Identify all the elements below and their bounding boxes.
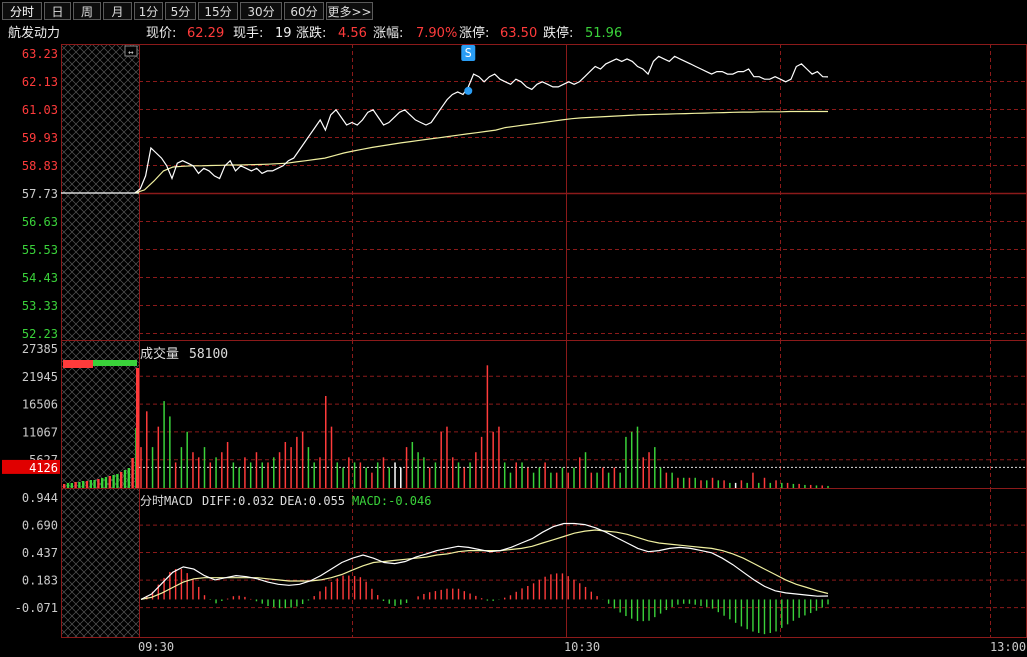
auction-top-strip (63, 360, 137, 366)
macd-tick-label-1: 0.690 (22, 519, 58, 533)
current-volume-badge (2, 459, 60, 474)
open-auction-bar (136, 368, 139, 488)
macd-diff-label: DIFF:0.032 (202, 494, 274, 508)
hand-value: 19 (275, 26, 292, 41)
pre-market-hatch-1 (62, 341, 139, 488)
price-value: 62.29 (187, 26, 225, 41)
limit-down-label: 跌停: (543, 26, 574, 41)
price-line (134, 55, 829, 194)
tab-5[interactable]: 5分 (165, 2, 196, 20)
hand-label: 现手: (233, 26, 264, 41)
tab-2[interactable]: 周 (73, 2, 101, 20)
price-tick-label-2: 61.03 (22, 103, 58, 117)
panel-frame-1 (61, 340, 1027, 489)
quote-header: 航发动力 现价: 62.29 现手: 19 涨跌: 4.56 涨幅: 7.90%… (0, 24, 1027, 44)
auction-bar-10 (101, 478, 104, 488)
price-label: 现价: (146, 26, 177, 41)
auction-bar-4 (78, 482, 81, 488)
volume-tick-label-1: 21945 (22, 370, 58, 384)
auction-bar-3 (74, 482, 77, 488)
tab-0[interactable]: 分时 (2, 2, 42, 20)
price-tick-label-8: 54.43 (22, 271, 58, 285)
auction-bar-15 (120, 472, 123, 488)
macd-value-label: MACD:-0.046 (352, 494, 431, 508)
tab-8[interactable]: 60分 (284, 2, 324, 20)
auction-bar-2 (70, 483, 73, 488)
signal-label: S (465, 46, 472, 60)
volume-total: 58100 (189, 347, 228, 362)
limit-up-value: 63.50 (500, 26, 538, 41)
limit-down-value: 51.96 (585, 26, 623, 41)
price-tick-label-3: 59.93 (22, 131, 58, 145)
auction-bar-8 (93, 480, 96, 488)
volume-tick-label-0: 27385 (22, 342, 58, 356)
tab-6[interactable]: 15分 (198, 2, 238, 20)
price-tick-label-7: 55.53 (22, 243, 58, 257)
auction-bar-17 (127, 468, 130, 488)
stock-name: 航发动力 (8, 26, 61, 41)
macd-tick-label-3: 0.183 (22, 574, 58, 588)
current-volume-label: 4126 (29, 461, 58, 475)
signal-dot (464, 86, 473, 95)
time-tick-label-2: 13:00 (990, 640, 1026, 654)
price-tick-label-5: 57.73 (22, 187, 58, 201)
auction-bar-13 (112, 475, 115, 488)
pct-value: 7.90% (416, 26, 458, 41)
panel-frame-2 (61, 488, 1027, 638)
pct-label: 涨幅: (373, 26, 404, 41)
macd-tick-label-4: -0.071 (15, 601, 58, 615)
macd-tick-label-0: 0.944 (22, 491, 58, 505)
price-tick-label-10: 52.23 (22, 327, 58, 341)
avg-price-line (134, 110, 828, 194)
auction-bar-6 (85, 481, 89, 488)
limit-up-label: 涨停: (459, 26, 490, 41)
price-tick-label-9: 53.33 (22, 299, 58, 313)
pre-market-hatch-0 (62, 45, 139, 340)
auction-bar-16 (123, 470, 127, 488)
time-tick-label-1: 10:30 (564, 640, 600, 654)
auction-bar-7 (89, 480, 92, 488)
volume-tick-label-3: 11067 (22, 425, 58, 439)
pre-market-hatch-2 (62, 489, 139, 637)
auction-bar-1 (66, 483, 70, 488)
price-tick-label-1: 62.13 (22, 75, 58, 89)
price-tick-label-4: 58.83 (22, 159, 58, 173)
volume-tick-label-4: 5627 (29, 453, 58, 467)
time-tick-label-0: 09:30 (138, 640, 174, 654)
macd-tick-label-2: 0.437 (22, 546, 58, 560)
macd-dea-label: DEA:0.055 (280, 494, 345, 508)
macd-title: 分时MACD (140, 494, 193, 508)
price-tick-label-6: 56.63 (22, 215, 58, 229)
expand-icon (124, 45, 138, 57)
expand-icon-glyph: ↔ (128, 48, 134, 58)
volume-title: 成交量 (140, 346, 179, 362)
tab-1[interactable]: 日 (44, 2, 71, 20)
auction-bar-18 (131, 458, 134, 488)
period-tab-bar: 分时日周月 1分 5分 15分 30分 60分 更多>> (0, 0, 1027, 22)
auction-bar-14 (116, 474, 119, 488)
volume-tick-label-2: 16506 (22, 398, 58, 412)
tab-7[interactable]: 30分 (240, 2, 282, 20)
change-label: 涨跌: (296, 26, 327, 41)
panel-frame-0 (61, 44, 1027, 341)
tab-9[interactable]: 更多>> (326, 2, 373, 20)
auction-bar-19 (135, 428, 138, 488)
tab-3[interactable]: 月 (103, 2, 132, 20)
buy-signal-icon (461, 45, 476, 61)
dea-line (140, 529, 829, 600)
auction-bar-12 (108, 476, 111, 488)
tab-4[interactable]: 1分 (134, 2, 163, 20)
auction-bar-0 (63, 484, 66, 488)
auction-bar-9 (97, 479, 100, 488)
auction-bar-5 (82, 481, 85, 488)
diff-line (140, 522, 829, 600)
auction-top-strip-red (63, 360, 93, 368)
change-value: 4.56 (338, 26, 367, 41)
price-tick-label-0: 63.23 (22, 47, 58, 61)
auction-bar-11 (104, 477, 108, 488)
